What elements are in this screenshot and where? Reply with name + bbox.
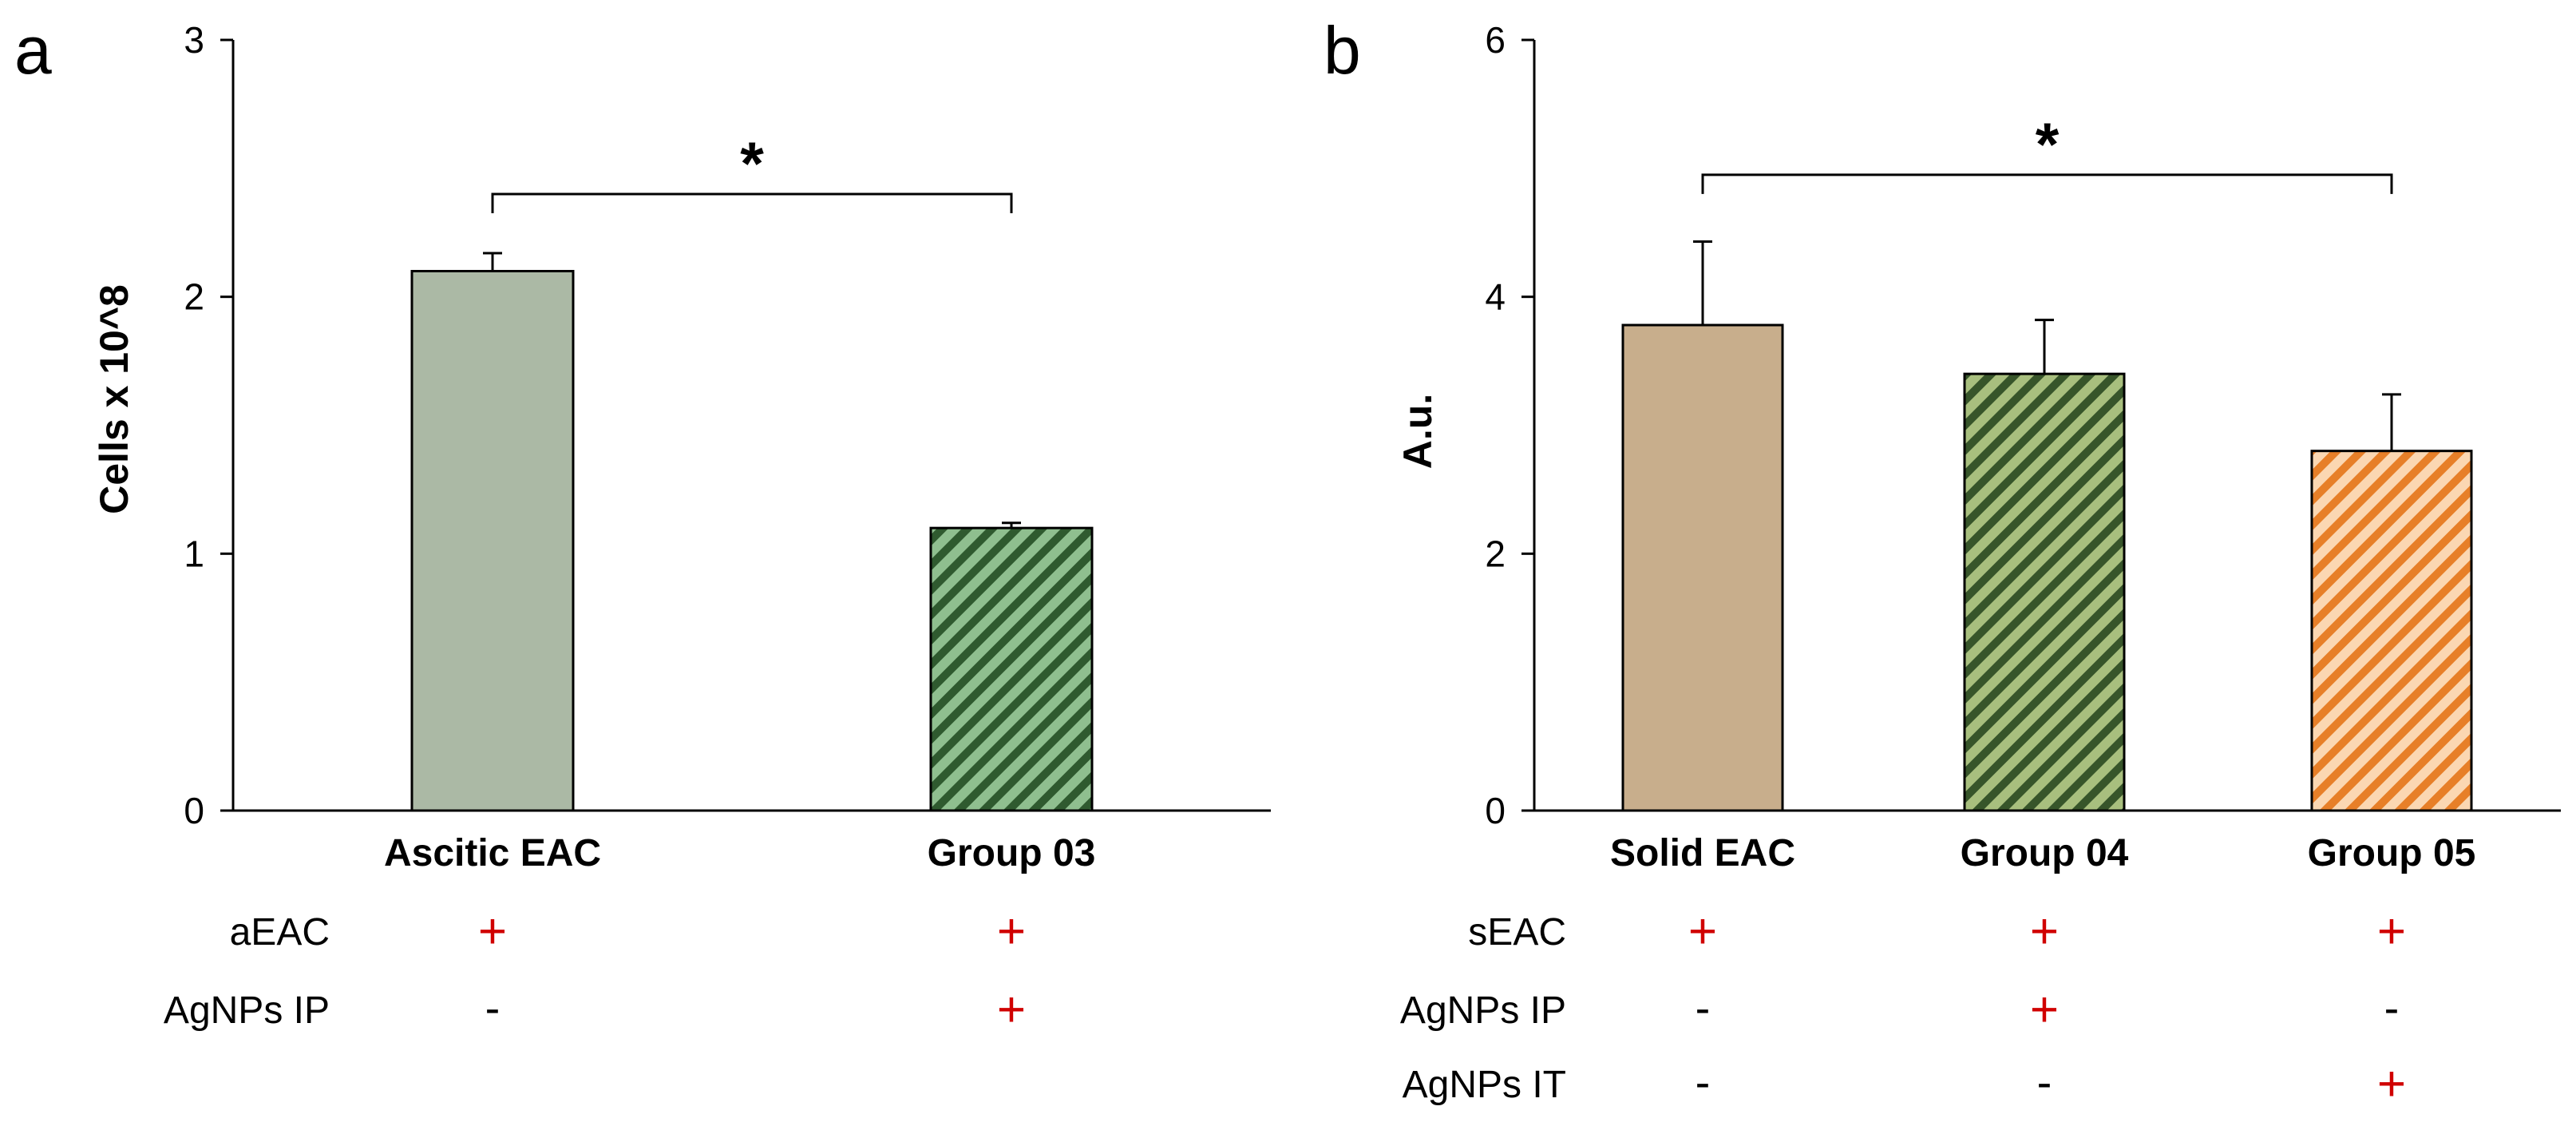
- bar: [1963, 372, 2126, 812]
- error-bars: [1693, 240, 2401, 451]
- category-label: Ascitic EAC: [384, 832, 601, 874]
- condition-plus-mark: +: [1688, 904, 1717, 959]
- significance-star: *: [740, 130, 764, 198]
- condition-plus-mark: +: [997, 982, 1026, 1037]
- y-ticks: 0 2 4 6: [1485, 19, 1534, 831]
- condition-table: sEAC + + + AgNPs IP - + - AgNPs IT - - +: [1400, 904, 2406, 1112]
- condition-plus-mark: +: [997, 904, 1026, 959]
- error-bars: [483, 252, 1021, 529]
- condition-row-label: AgNPs IP: [164, 989, 330, 1032]
- significance-bracket: *: [491, 130, 1013, 213]
- condition-plus-mark: +: [2030, 904, 2059, 959]
- significance-bracket: *: [1701, 111, 2393, 194]
- category-label: Group 05: [2308, 832, 2476, 874]
- y-tick-label: 0: [184, 790, 204, 831]
- condition-minus-mark: -: [2384, 982, 2400, 1033]
- bar: [1621, 323, 1784, 812]
- axes: [231, 40, 1271, 812]
- condition-table: aEAC + + AgNPs IP - +: [164, 904, 1026, 1037]
- y-tick-label: 3: [184, 19, 204, 61]
- significance-bracket-line: [1701, 173, 2393, 194]
- condition-minus-mark: -: [1696, 982, 1711, 1033]
- bar: [2310, 450, 2473, 812]
- condition-plus-mark: +: [478, 904, 507, 959]
- category-labels: Ascitic EAC Group 03: [384, 832, 1095, 874]
- y-axis-title: Cells x 10^8: [92, 284, 137, 514]
- y-tick-label: 0: [1485, 790, 1506, 831]
- category-label: Group 03: [928, 832, 1096, 874]
- y-axis-title: A.u.: [1395, 394, 1440, 469]
- bars: [410, 270, 1094, 812]
- condition-plus-mark: +: [2030, 982, 2059, 1037]
- y-tick-label: 2: [1485, 533, 1506, 574]
- condition-row-label: sEAC: [1468, 911, 1566, 954]
- y-tick-label: 1: [184, 533, 204, 574]
- category-label: Group 04: [1961, 832, 2129, 874]
- category-label: Solid EAC: [1610, 832, 1795, 874]
- significance-bracket-line: [491, 192, 1013, 213]
- condition-plus-mark: +: [2377, 904, 2406, 959]
- category-labels: Solid EAC Group 04 Group 05: [1610, 832, 2475, 874]
- condition-plus-mark: +: [2377, 1057, 2406, 1112]
- y-tick-label: 2: [184, 276, 204, 318]
- panel-a-chart: a Cells x 10^8 0 1 2 3 * Ascitic EAC Group 0…: [14, 13, 1271, 1037]
- condition-row-label: AgNPs IT: [1403, 1064, 1566, 1106]
- condition-row-label: AgNPs IP: [1400, 989, 1566, 1032]
- panel-letter: a: [14, 13, 52, 88]
- condition-minus-mark: -: [1696, 1057, 1711, 1107]
- condition-row-label: aEAC: [230, 911, 330, 954]
- bar: [410, 270, 575, 812]
- significance-star: *: [2036, 111, 2060, 179]
- condition-minus-mark: -: [485, 982, 501, 1033]
- y-tick-label: 6: [1485, 19, 1506, 61]
- bars: [1621, 323, 2473, 812]
- y-tick-label: 4: [1485, 276, 1506, 318]
- panel-letter: b: [1324, 13, 1361, 88]
- y-ticks: 0 1 2 3: [184, 19, 233, 831]
- condition-minus-mark: -: [2037, 1057, 2052, 1107]
- bar: [929, 526, 1094, 812]
